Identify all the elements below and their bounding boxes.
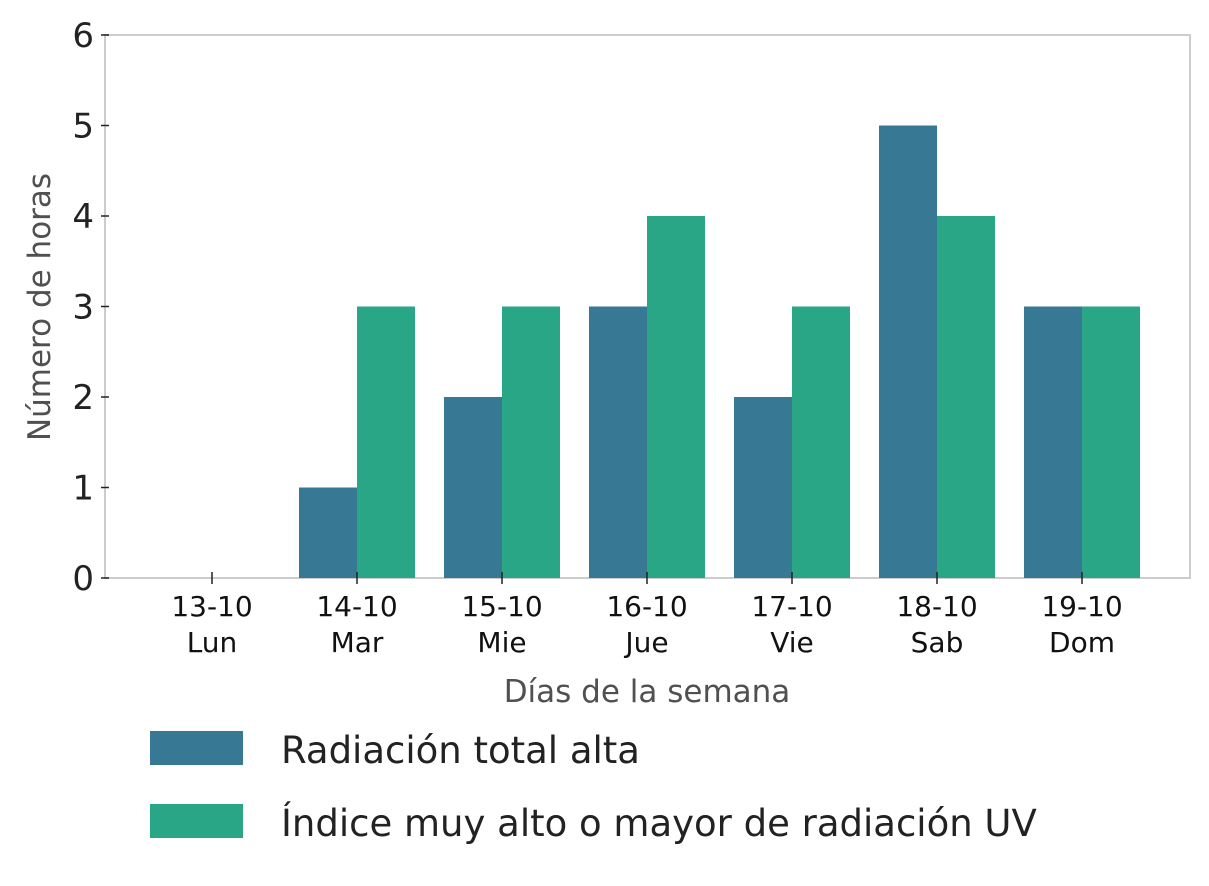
legend-label-series-1: Radiación total alta xyxy=(281,729,640,772)
bar-series-1-15-10 xyxy=(444,397,502,578)
x-tick-label-date: 16-10 xyxy=(606,590,687,623)
x-tick-label-day: Lun xyxy=(187,626,238,659)
bar-series-2-17-10 xyxy=(792,306,850,578)
bar-series-1-19-10 xyxy=(1024,306,1082,578)
x-tick-label-date: 14-10 xyxy=(316,590,397,623)
x-tick-label-day: Jue xyxy=(623,626,668,659)
y-axis: 0 1 2 3 4 5 6 xyxy=(72,16,109,599)
bar-series-2-18-10 xyxy=(937,216,995,578)
legend-label-series-2: Índice muy alto o mayor de radiación UV xyxy=(281,801,1037,845)
legend: Radiación total alta Índice muy alto o m… xyxy=(150,729,1037,845)
bar-series-2-19-10 xyxy=(1082,306,1140,578)
y-tick-label: 6 xyxy=(72,16,94,56)
y-tick-label: 2 xyxy=(72,378,94,418)
x-tick-label-date: 15-10 xyxy=(461,590,542,623)
legend-swatch-series-1 xyxy=(150,731,243,765)
y-tick-label: 1 xyxy=(72,469,94,509)
x-tick-label-day: Vie xyxy=(770,626,814,659)
x-tick-label-date: 19-10 xyxy=(1041,590,1122,623)
y-tick-label: 3 xyxy=(72,288,94,328)
legend-swatch-series-2 xyxy=(150,804,243,838)
x-tick-label-date: 17-10 xyxy=(751,590,832,623)
y-axis-title: Número de horas xyxy=(22,173,58,441)
y-tick-label: 4 xyxy=(72,197,94,237)
x-tick-label-day: Mar xyxy=(331,626,384,659)
bar-series-2-15-10 xyxy=(502,306,560,578)
bar-series-2-16-10 xyxy=(647,216,705,578)
x-tick-label-day: Mie xyxy=(477,626,526,659)
y-tick-label: 5 xyxy=(72,107,94,147)
bars-group xyxy=(299,125,1140,578)
bar-series-2-14-10 xyxy=(357,306,415,578)
bar-series-1-14-10 xyxy=(299,487,357,578)
x-tick-label-date: 13-10 xyxy=(171,590,252,623)
x-tick-label-day: Dom xyxy=(1049,626,1115,659)
x-tick-label-day: Sab xyxy=(911,626,964,659)
bar-series-1-16-10 xyxy=(589,306,647,578)
x-axis-title: Días de la semana xyxy=(504,674,791,710)
y-tick-label: 0 xyxy=(72,559,94,599)
bar-series-1-17-10 xyxy=(734,397,792,578)
bar-series-1-18-10 xyxy=(879,125,937,578)
x-tick-label-date: 18-10 xyxy=(896,590,977,623)
